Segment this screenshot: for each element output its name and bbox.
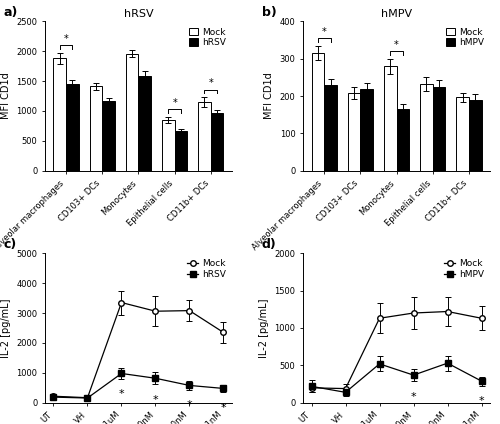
Legend: Mock, hRSV: Mock, hRSV [188, 26, 228, 49]
Text: a): a) [4, 6, 18, 19]
Bar [211, 113, 224, 171]
Text: b): b) [262, 6, 276, 19]
Text: *: * [394, 39, 399, 50]
Title: hMPV: hMPV [381, 9, 412, 19]
Text: *: * [208, 78, 213, 88]
Bar [138, 75, 151, 171]
Text: *: * [152, 395, 158, 405]
Bar [174, 131, 188, 171]
Text: c): c) [4, 238, 17, 251]
Bar [162, 120, 174, 171]
Title: hRSV: hRSV [124, 9, 154, 19]
Bar [312, 53, 324, 171]
Text: *: * [64, 34, 68, 44]
Bar [432, 87, 446, 171]
Y-axis label: MFI CD1d: MFI CD1d [1, 73, 11, 120]
Bar [54, 59, 66, 171]
Legend: Mock, hMPV: Mock, hMPV [444, 26, 486, 49]
Text: *: * [118, 389, 124, 399]
Legend: Mock, hRSV: Mock, hRSV [186, 258, 228, 281]
Bar [102, 101, 115, 171]
Bar [126, 53, 138, 171]
Y-axis label: IL-2 [pg/mL]: IL-2 [pg/mL] [259, 298, 269, 358]
Bar [384, 66, 396, 171]
Bar [456, 97, 469, 171]
Bar [66, 84, 79, 171]
Bar [396, 109, 409, 171]
Bar [198, 102, 211, 171]
Text: d): d) [262, 238, 276, 251]
Bar [324, 85, 337, 171]
Bar [420, 84, 432, 171]
Text: *: * [172, 98, 177, 108]
Bar [90, 86, 102, 171]
Text: *: * [186, 400, 192, 410]
Text: *: * [478, 396, 484, 406]
Y-axis label: MFI CD1d: MFI CD1d [264, 73, 274, 120]
Y-axis label: IL-2 [pg/mL]: IL-2 [pg/mL] [0, 298, 10, 358]
Text: *: * [220, 402, 226, 413]
Bar [348, 93, 360, 171]
Legend: Mock, hMPV: Mock, hMPV [442, 258, 486, 281]
Text: *: * [410, 392, 416, 402]
Text: *: * [322, 27, 326, 36]
Bar [360, 89, 373, 171]
Bar [469, 100, 482, 171]
